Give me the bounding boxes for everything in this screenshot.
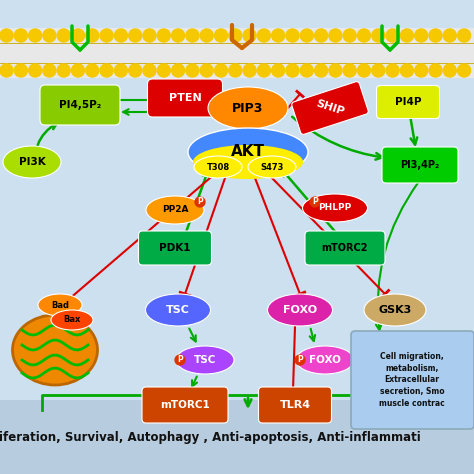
FancyBboxPatch shape (292, 82, 368, 135)
Text: TSC: TSC (194, 355, 216, 365)
Ellipse shape (188, 128, 308, 176)
Text: PIP3: PIP3 (232, 101, 264, 115)
FancyBboxPatch shape (147, 79, 222, 117)
Text: AKT: AKT (231, 144, 265, 158)
Ellipse shape (364, 294, 426, 326)
Ellipse shape (248, 156, 296, 178)
Text: P: P (312, 198, 318, 207)
Circle shape (157, 64, 170, 77)
Text: PTEN: PTEN (169, 93, 201, 103)
FancyBboxPatch shape (142, 387, 228, 423)
Ellipse shape (302, 194, 367, 222)
FancyBboxPatch shape (382, 147, 458, 183)
Circle shape (143, 29, 156, 42)
Text: liferation, Survival, Autophagy , Anti-apoptosis, Anti-inflammati: liferation, Survival, Autophagy , Anti-a… (0, 430, 421, 444)
FancyBboxPatch shape (305, 231, 385, 265)
Text: P: P (297, 356, 303, 365)
Circle shape (315, 29, 328, 42)
Text: T308: T308 (207, 163, 229, 172)
Circle shape (272, 29, 285, 42)
Text: FOXO: FOXO (283, 305, 317, 315)
Text: PI4,5P₂: PI4,5P₂ (59, 100, 101, 110)
Circle shape (43, 64, 56, 77)
Text: TLR4: TLR4 (280, 400, 310, 410)
Circle shape (386, 29, 399, 42)
Text: GSK3: GSK3 (378, 305, 411, 315)
Circle shape (329, 64, 342, 77)
Ellipse shape (208, 87, 288, 129)
Ellipse shape (194, 156, 242, 178)
Ellipse shape (176, 346, 234, 374)
Circle shape (186, 64, 199, 77)
Circle shape (443, 64, 456, 77)
Circle shape (72, 64, 84, 77)
Text: P: P (177, 356, 183, 365)
Circle shape (72, 29, 84, 42)
Circle shape (415, 64, 428, 77)
FancyBboxPatch shape (0, 28, 474, 78)
Circle shape (401, 64, 413, 77)
Circle shape (229, 64, 242, 77)
Text: PI3K: PI3K (18, 157, 46, 167)
Ellipse shape (193, 145, 303, 179)
Circle shape (172, 64, 184, 77)
FancyBboxPatch shape (0, 400, 474, 474)
Circle shape (0, 64, 13, 77)
Text: FOXO: FOXO (309, 355, 341, 365)
Circle shape (343, 29, 356, 42)
Ellipse shape (146, 196, 204, 224)
Circle shape (100, 64, 113, 77)
Circle shape (229, 29, 242, 42)
FancyBboxPatch shape (351, 331, 474, 429)
FancyBboxPatch shape (40, 85, 120, 125)
Circle shape (172, 29, 184, 42)
Circle shape (43, 29, 56, 42)
Circle shape (301, 64, 313, 77)
Circle shape (386, 64, 399, 77)
Circle shape (114, 29, 128, 42)
Circle shape (200, 29, 213, 42)
Circle shape (272, 64, 285, 77)
Circle shape (129, 29, 142, 42)
Text: PP2A: PP2A (162, 206, 188, 215)
Circle shape (243, 29, 256, 42)
Circle shape (286, 64, 299, 77)
Text: TSC: TSC (166, 305, 190, 315)
Circle shape (372, 29, 385, 42)
Circle shape (457, 64, 471, 77)
Text: PI4P: PI4P (395, 97, 421, 107)
Circle shape (57, 29, 70, 42)
Circle shape (86, 64, 99, 77)
Text: P: P (197, 198, 203, 207)
Circle shape (100, 29, 113, 42)
Circle shape (357, 29, 371, 42)
Circle shape (14, 29, 27, 42)
Circle shape (429, 29, 442, 42)
Text: Bax: Bax (64, 316, 81, 325)
Circle shape (215, 29, 228, 42)
Ellipse shape (3, 146, 61, 178)
Circle shape (0, 29, 13, 42)
FancyBboxPatch shape (376, 85, 439, 118)
Circle shape (257, 29, 270, 42)
Text: S473: S473 (260, 163, 283, 172)
Circle shape (28, 29, 42, 42)
Circle shape (415, 29, 428, 42)
Circle shape (315, 64, 328, 77)
Circle shape (86, 29, 99, 42)
Ellipse shape (267, 294, 332, 326)
Circle shape (28, 64, 42, 77)
Circle shape (257, 64, 270, 77)
Circle shape (457, 29, 471, 42)
Circle shape (186, 29, 199, 42)
Circle shape (329, 29, 342, 42)
Circle shape (401, 29, 413, 42)
FancyBboxPatch shape (258, 387, 331, 423)
Circle shape (286, 29, 299, 42)
Circle shape (200, 64, 213, 77)
Circle shape (357, 64, 371, 77)
Circle shape (143, 64, 156, 77)
Circle shape (429, 64, 442, 77)
Circle shape (243, 64, 256, 77)
